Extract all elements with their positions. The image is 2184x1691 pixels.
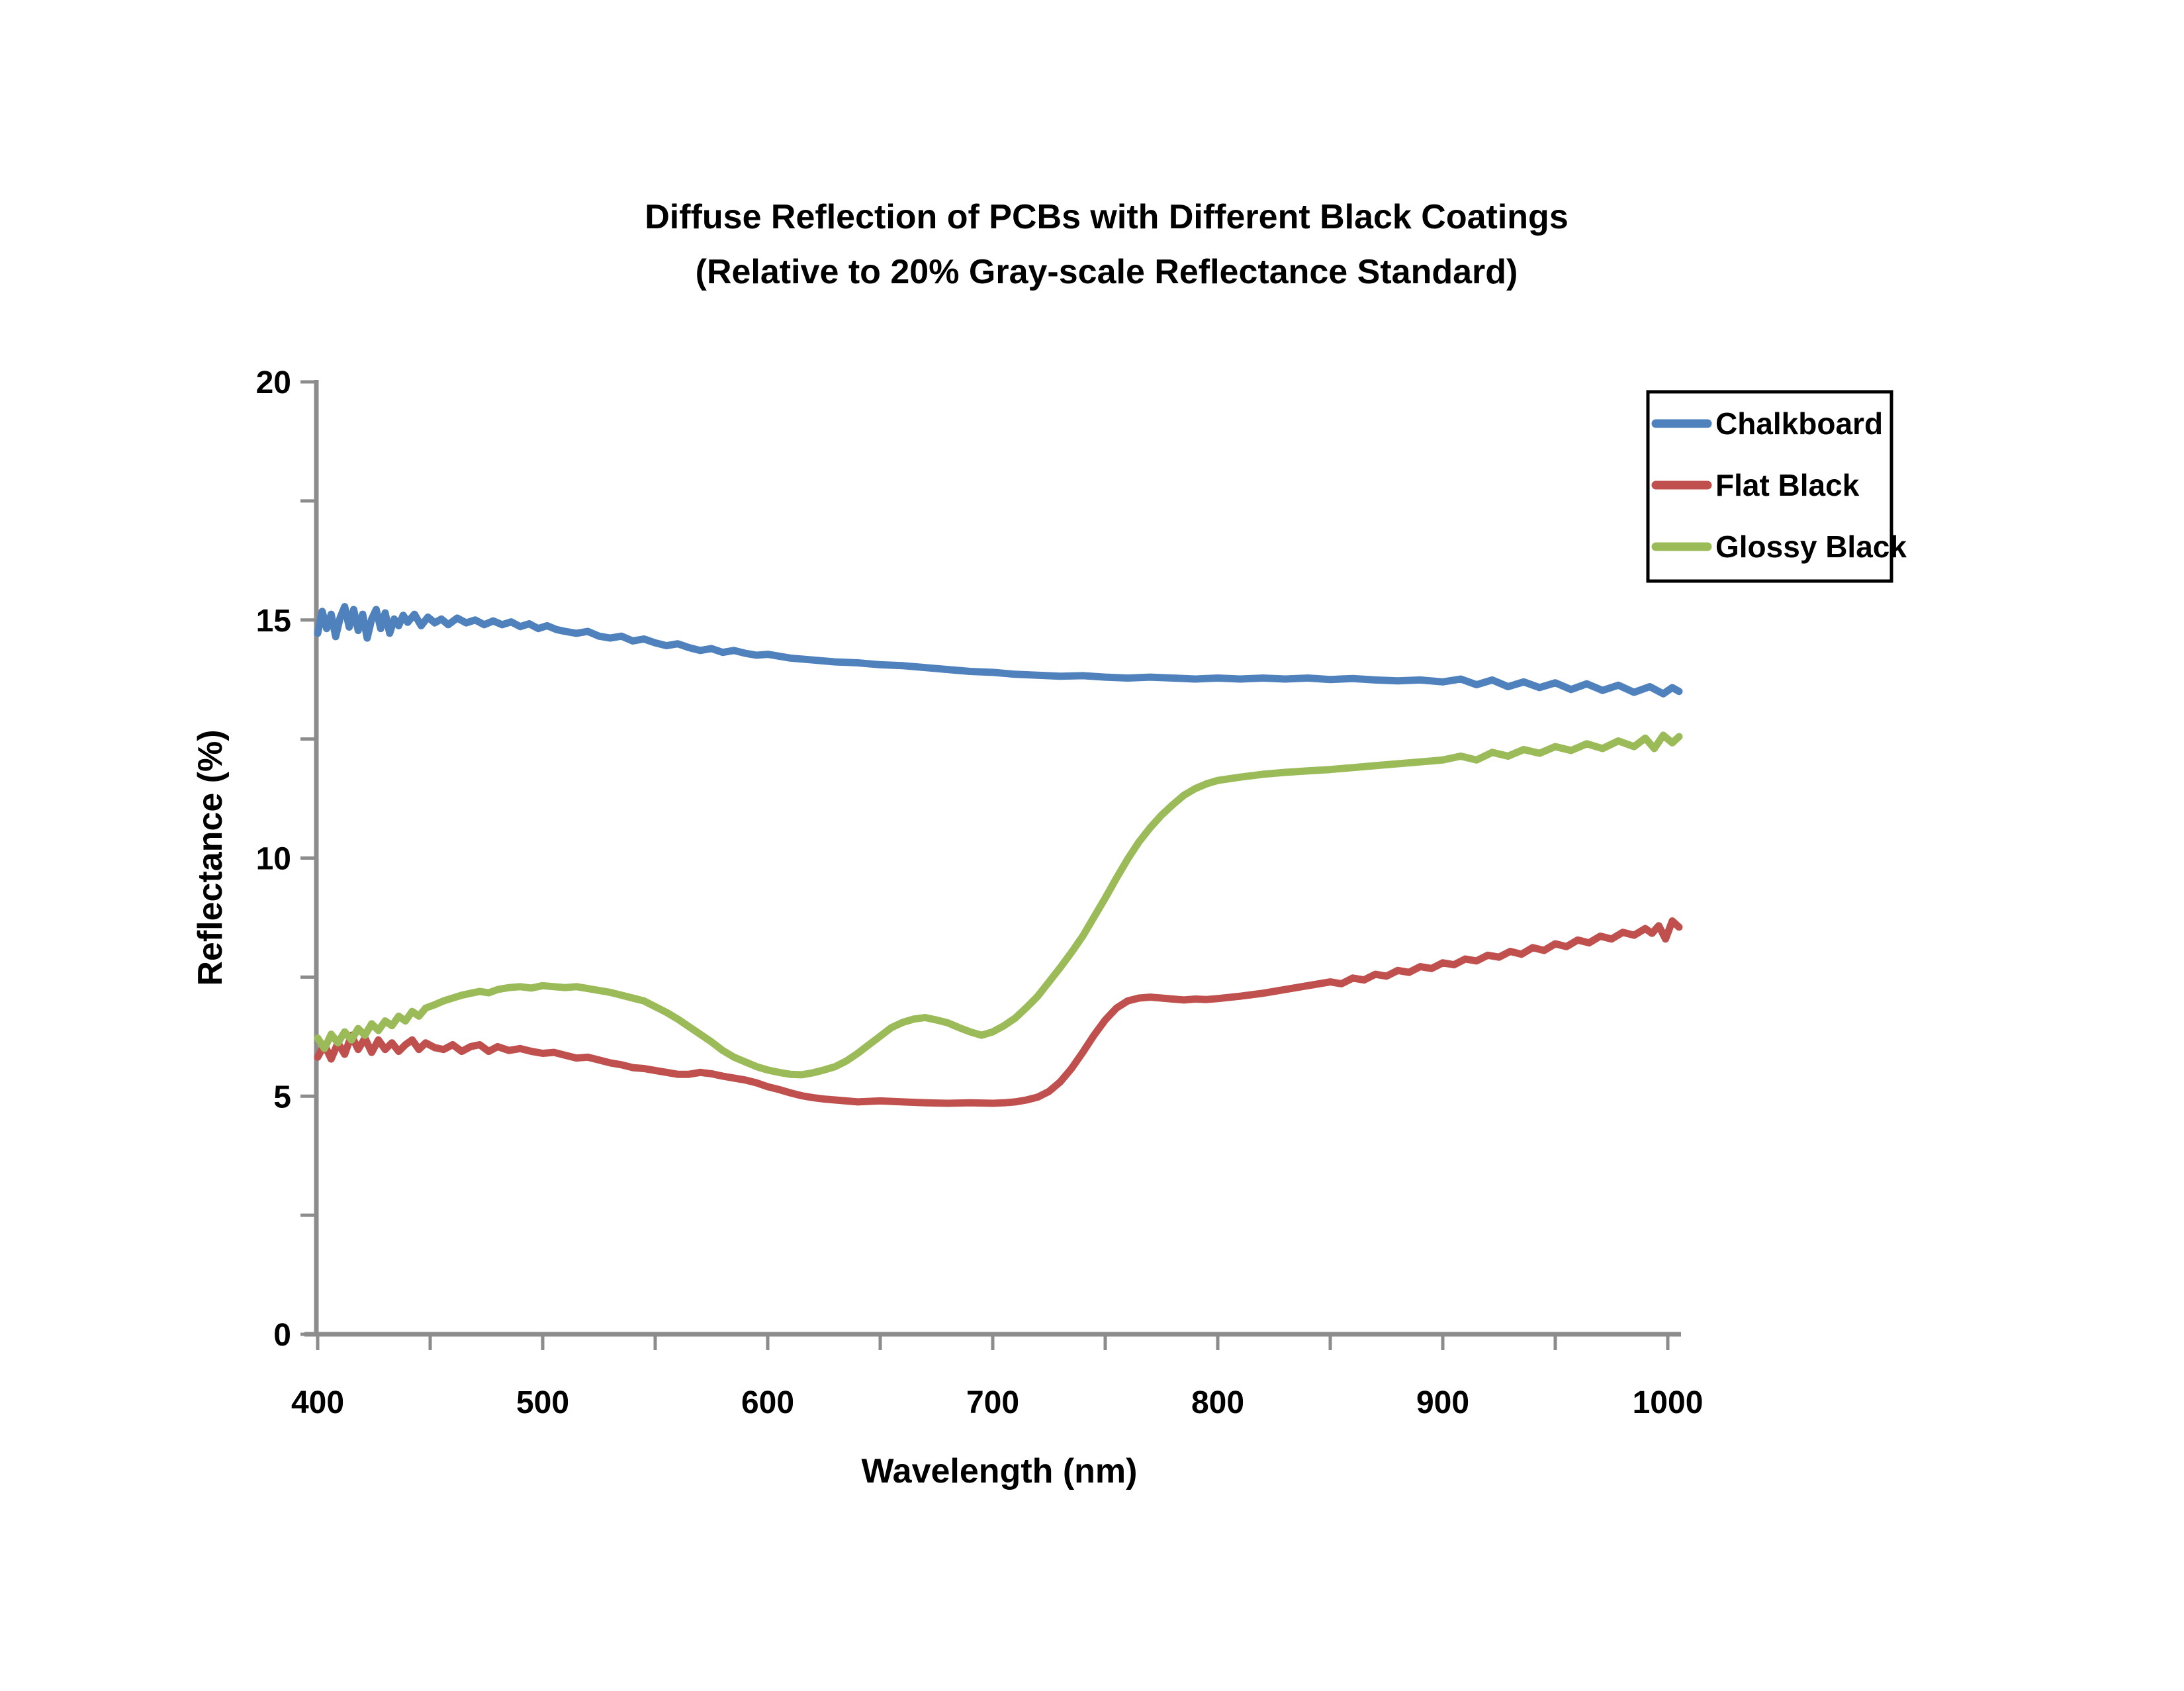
x-tick-label: 500 [516, 1385, 569, 1420]
axis-ticks [300, 380, 1670, 1350]
chart-subtitle: (Relative to 20% Gray-scale Reflectance … [696, 253, 1518, 291]
y-axis-label: Reflectance (%) [191, 729, 230, 985]
chart-title: Diffuse Reflection of PCBs with Differen… [645, 198, 1569, 236]
legend-label-chalkboard: Chalkboard [1715, 406, 1883, 441]
x-tick-label: 600 [741, 1385, 794, 1420]
legend-item-glossy-black: Glossy Black [1651, 529, 1907, 564]
y-tick-label: 10 [256, 842, 291, 877]
y-tick-label: 5 [273, 1079, 291, 1115]
data-series [314, 603, 1683, 1107]
y-tick-label: 20 [256, 365, 291, 400]
x-tick-label: 700 [966, 1385, 1019, 1420]
legend-label-flat-black: Flat Black [1715, 468, 1860, 502]
legend: Chalkboard Flat Black Glossy Black [1646, 390, 1907, 583]
series-line-chalkboard [314, 603, 1683, 698]
legend-item-chalkboard: Chalkboard [1651, 406, 1883, 441]
axis-tick-labels: 0 5 10 15 20 400 500 600 700 800 900 1000 [256, 365, 1704, 1420]
legend-item-flat-black: Flat Black [1651, 468, 1860, 502]
x-tick-label: 800 [1191, 1385, 1244, 1420]
series-line-flat-black [314, 917, 1683, 1107]
axes [304, 380, 1681, 1337]
y-tick-label: 0 [273, 1318, 291, 1353]
x-tick-label: 1000 [1633, 1385, 1704, 1420]
legend-label-glossy-black: Glossy Black [1715, 529, 1907, 564]
y-tick-label: 15 [256, 604, 291, 639]
series-line-glossy-black [314, 731, 1683, 1079]
x-tick-label: 400 [291, 1385, 344, 1420]
x-tick-label: 900 [1416, 1385, 1469, 1420]
x-axis-label: Wavelength (nm) [862, 1452, 1138, 1490]
